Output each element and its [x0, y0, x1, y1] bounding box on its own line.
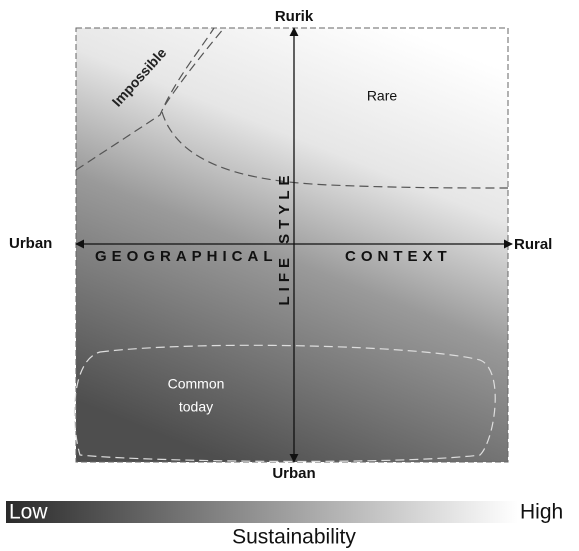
rare-boundary	[161, 111, 509, 189]
vertical-axis-title: LIFE STYLE	[276, 170, 293, 305]
axis-top-label: Rurik	[275, 8, 314, 25]
horizontal-axis-title: CONTEXT	[345, 248, 452, 265]
boundaries	[75, 27, 509, 189]
horizontal-axis-title: GEOGRAPHICAL	[95, 248, 278, 265]
rare-label: Rare	[367, 88, 398, 104]
common-region	[73, 344, 496, 463]
impossible-boundary	[164, 27, 225, 106]
scale-high: High	[520, 501, 563, 524]
common-label: Common	[168, 376, 225, 392]
scale-low: Low	[9, 501, 48, 524]
axis-bottom-label: Urban	[272, 465, 315, 482]
axis-left-label: Urban	[9, 235, 52, 252]
scale-title: Sustainability	[232, 526, 356, 549]
sustainability-bar	[6, 501, 518, 523]
common-label: today	[179, 399, 213, 415]
axis-right-label: Rural	[514, 236, 552, 253]
impossible-boundary	[75, 27, 215, 171]
